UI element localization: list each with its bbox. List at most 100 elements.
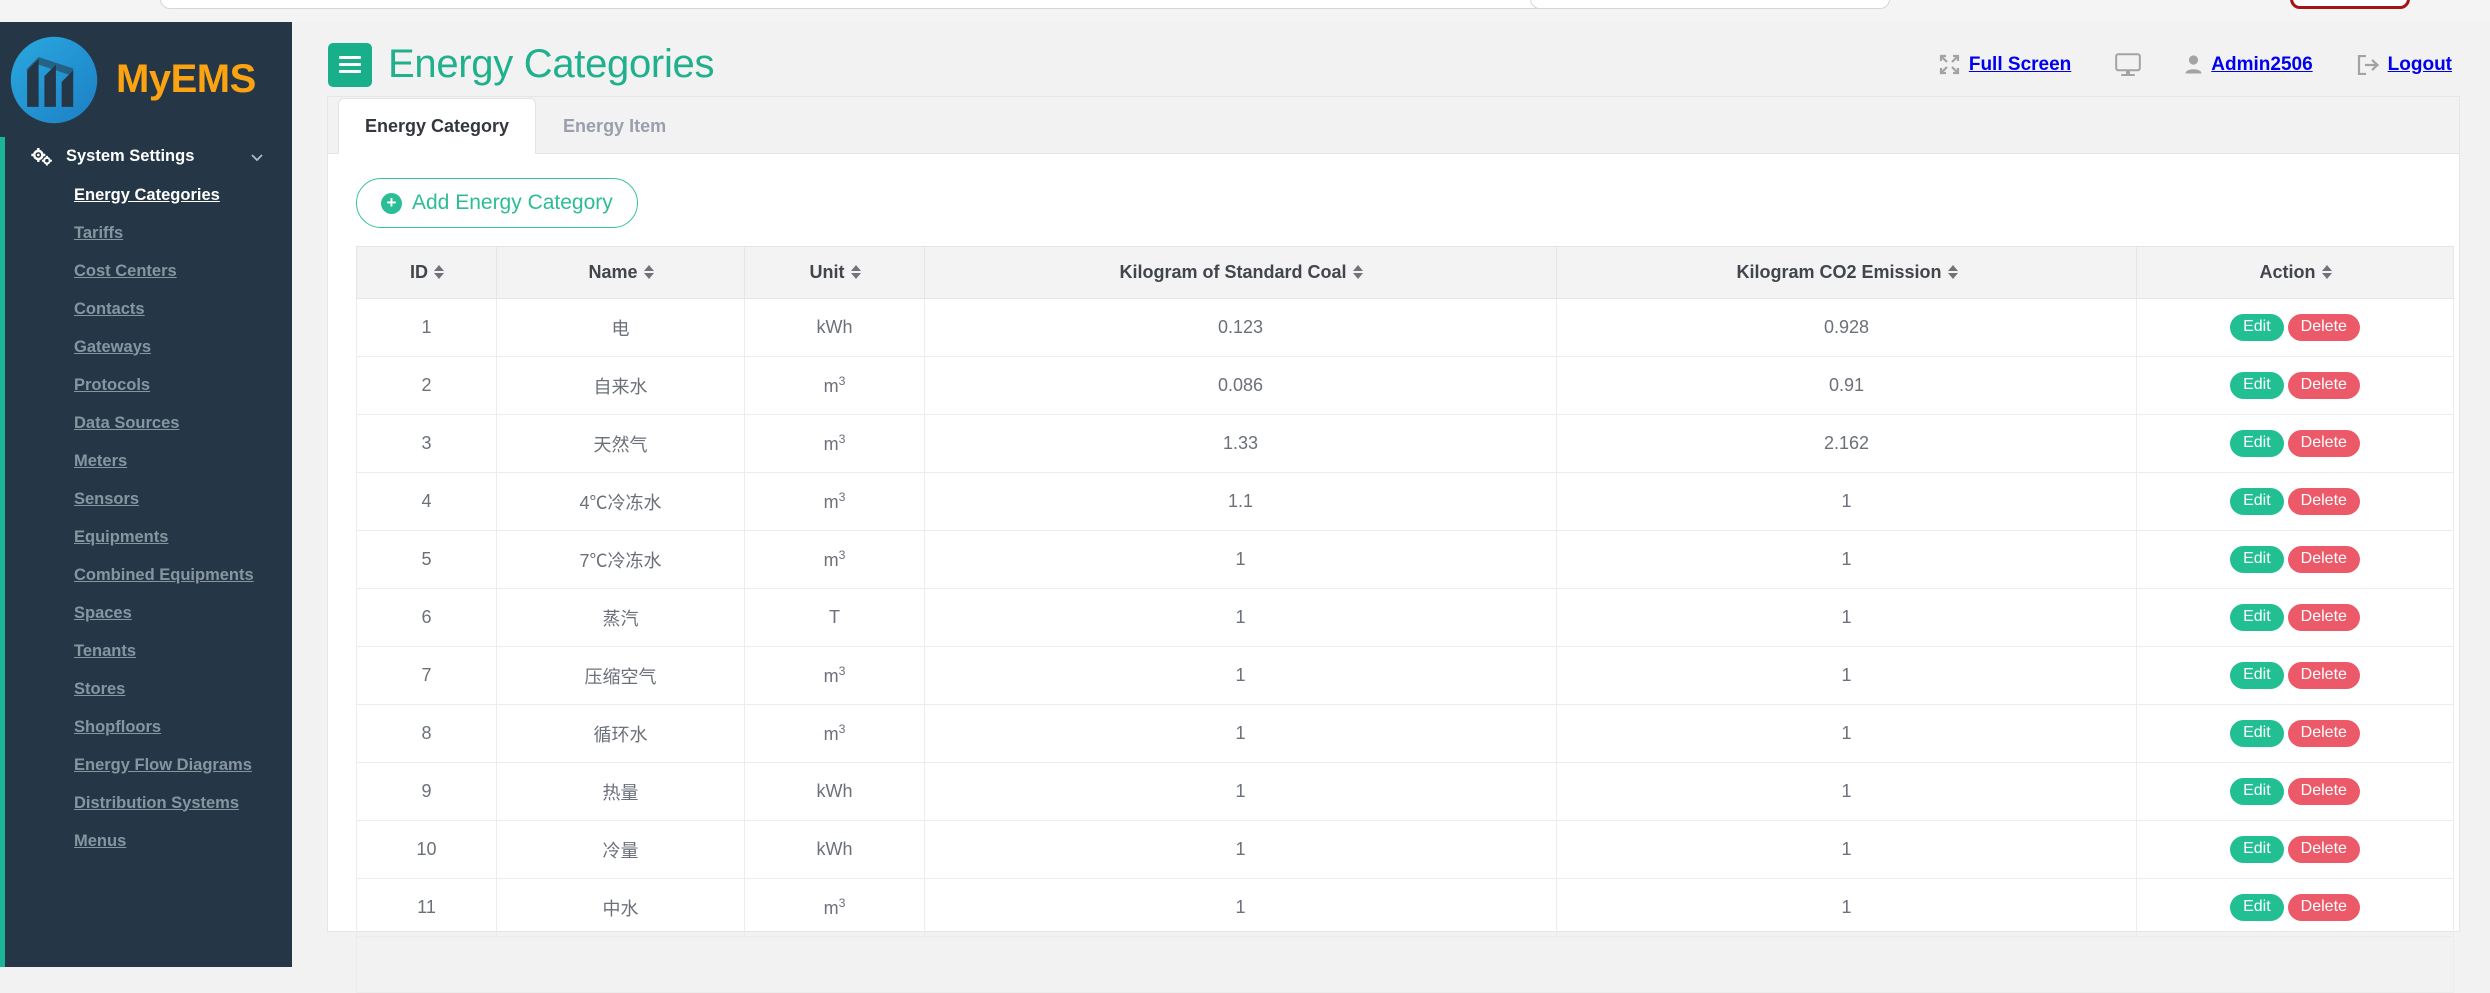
sidebar-item-gateways[interactable]: Gateways <box>74 337 152 356</box>
cell-action: Edit Delete <box>2136 356 2454 415</box>
edit-button[interactable]: Edit <box>2230 662 2284 689</box>
column-header-name[interactable]: Name <box>496 246 745 299</box>
cell-id: 1 <box>356 298 497 357</box>
sidebar-item-shopfloors[interactable]: Shopfloors <box>74 717 162 736</box>
sidebar-item-distribution-systems[interactable]: Distribution Systems <box>74 793 240 812</box>
column-header-standard-coal-label: Kilogram of Standard Coal <box>1119 262 1347 282</box>
sidebar-group-system-settings[interactable]: System Settings <box>5 137 292 176</box>
delete-button[interactable]: Delete <box>2287 836 2360 863</box>
sort-icon[interactable] <box>434 264 444 280</box>
delete-button[interactable]: Delete <box>2287 720 2360 747</box>
sort-icon[interactable] <box>1947 264 1958 280</box>
edit-button[interactable]: Edit <box>2230 546 2284 573</box>
user-icon <box>2185 55 2202 74</box>
cell-standard-coal: 0.123 <box>924 298 1557 357</box>
cell-id: 3 <box>356 414 497 473</box>
plus-circle-icon: + <box>381 192 402 214</box>
sidebar-item-combined-equipments[interactable]: Combined Equipments <box>74 565 254 584</box>
cell-unit: m3 <box>744 472 925 531</box>
delete-button[interactable]: Delete <box>2287 604 2360 631</box>
sidebar-nav: System Settings Energy Categories Tariff… <box>0 137 292 967</box>
delete-button[interactable]: Delete <box>2287 662 2360 689</box>
logout-label: Logout <box>2387 53 2452 75</box>
cell-name: 自来水 <box>496 356 745 415</box>
browser-tab-partial[interactable] <box>160 0 1560 9</box>
delete-button[interactable]: Delete <box>2287 894 2360 921</box>
sidebar-item-tariffs[interactable]: Tariffs <box>74 223 124 242</box>
edit-button[interactable]: Edit <box>2230 778 2284 805</box>
delete-button[interactable]: Delete <box>2287 778 2360 805</box>
column-header-unit[interactable]: Unit <box>744 246 925 299</box>
edit-button[interactable]: Edit <box>2230 894 2284 921</box>
sidebar-item-energy-categories[interactable]: Energy Categories <box>74 185 220 204</box>
cell-name: 冷量 <box>496 820 745 879</box>
sort-icon[interactable] <box>643 264 654 280</box>
edit-button[interactable]: Edit <box>2230 720 2284 747</box>
sidebar-item-sensors[interactable]: Sensors <box>74 489 140 508</box>
cell-co2-emission: 1 <box>1556 530 2137 589</box>
column-header-name-label: Name <box>588 262 638 282</box>
table-row: 1 电 kWh 0.123 0.928 Edit Delete <box>356 298 2454 357</box>
sort-icon[interactable] <box>850 264 861 280</box>
cell-name: 中水 <box>496 878 745 937</box>
sidebar-item-menus[interactable]: Menus <box>74 831 127 850</box>
browser-recording-indicator[interactable] <box>2290 0 2410 9</box>
column-header-co2-emission[interactable]: Kilogram CO2 Emission <box>1556 246 2137 299</box>
delete-button[interactable]: Delete <box>2287 372 2360 399</box>
cell-unit: T <box>744 588 925 647</box>
hamburger-line <box>339 70 361 73</box>
edit-button[interactable]: Edit <box>2230 314 2284 341</box>
cell-unit: kWh <box>744 762 925 821</box>
sidebar-item-cost-centers[interactable]: Cost Centers <box>74 261 177 280</box>
sidebar-item-protocols[interactable]: Protocols <box>74 375 151 394</box>
energy-categories-table-wrap: ID Name Unit Kilogram of Standard Coal K… <box>328 238 2459 993</box>
sidebar-item-spaces[interactable]: Spaces <box>74 603 132 622</box>
table-row: 6 蒸汽 T 1 1 Edit Delete <box>356 588 2454 647</box>
delete-button[interactable]: Delete <box>2287 430 2360 457</box>
delete-button[interactable]: Delete <box>2287 314 2360 341</box>
content-card: Energy Category Energy Item + Add Energy… <box>327 96 2460 993</box>
full-screen-button[interactable]: Full Screen <box>1939 54 2071 76</box>
column-header-action[interactable]: Action <box>2136 246 2454 299</box>
sidebar-item-data-sources[interactable]: Data Sources <box>74 413 180 432</box>
cell-action: Edit Delete <box>2136 878 2454 937</box>
user-menu-button[interactable]: Admin2506 <box>2185 54 2313 76</box>
browser-chrome-strip <box>0 0 2490 22</box>
browser-omnibox-partial[interactable] <box>1530 0 1890 9</box>
cell-unit: kWh <box>744 298 925 357</box>
column-header-standard-coal[interactable]: Kilogram of Standard Coal <box>924 246 1557 299</box>
sort-icon[interactable] <box>2321 264 2332 280</box>
sidebar-item-tenants[interactable]: Tenants <box>74 641 137 660</box>
logout-button[interactable]: Logout <box>2357 54 2452 76</box>
sidebar-item-equipments[interactable]: Equipments <box>74 527 169 546</box>
edit-button[interactable]: Edit <box>2230 604 2284 631</box>
sidebar-item-energy-flow-diagrams[interactable]: Energy Flow Diagrams <box>74 755 252 774</box>
tab-energy-item[interactable]: Energy Item <box>563 115 667 136</box>
cell-co2-emission: 1 <box>1556 820 2137 879</box>
column-header-id[interactable]: ID <box>356 246 497 299</box>
cell-standard-coal: 1 <box>924 704 1557 763</box>
sort-icon[interactable] <box>1352 264 1363 280</box>
column-header-action-label: Action <box>2259 262 2316 282</box>
cell-standard-coal: 1 <box>924 646 1557 705</box>
edit-button[interactable]: Edit <box>2230 836 2284 863</box>
cell-name: 4℃冷冻水 <box>496 472 745 531</box>
sidebar-item-stores[interactable]: Stores <box>74 679 126 698</box>
tab-energy-category[interactable]: Energy Category <box>338 98 537 154</box>
edit-button[interactable]: Edit <box>2230 430 2284 457</box>
delete-button[interactable]: Delete <box>2287 488 2360 515</box>
hamburger-icon[interactable] <box>328 42 372 87</box>
sidebar-item-contacts[interactable]: Contacts <box>74 299 145 318</box>
add-energy-category-button[interactable]: + Add Energy Category <box>356 178 638 228</box>
cell-name: 7℃冷冻水 <box>496 530 745 589</box>
delete-button[interactable]: Delete <box>2287 546 2360 573</box>
cell-action: Edit Delete <box>2136 530 2454 589</box>
edit-button[interactable]: Edit <box>2230 372 2284 399</box>
brand[interactable]: MyEMS <box>0 22 292 137</box>
table-row: 9 热量 kWh 1 1 Edit Delete <box>356 762 2454 821</box>
edit-button[interactable]: Edit <box>2230 488 2284 515</box>
display-button[interactable] <box>2115 52 2142 77</box>
sidebar-item-meters[interactable]: Meters <box>74 451 128 470</box>
cell-standard-coal: 1 <box>924 878 1557 937</box>
cell-action: Edit Delete <box>2136 588 2454 647</box>
